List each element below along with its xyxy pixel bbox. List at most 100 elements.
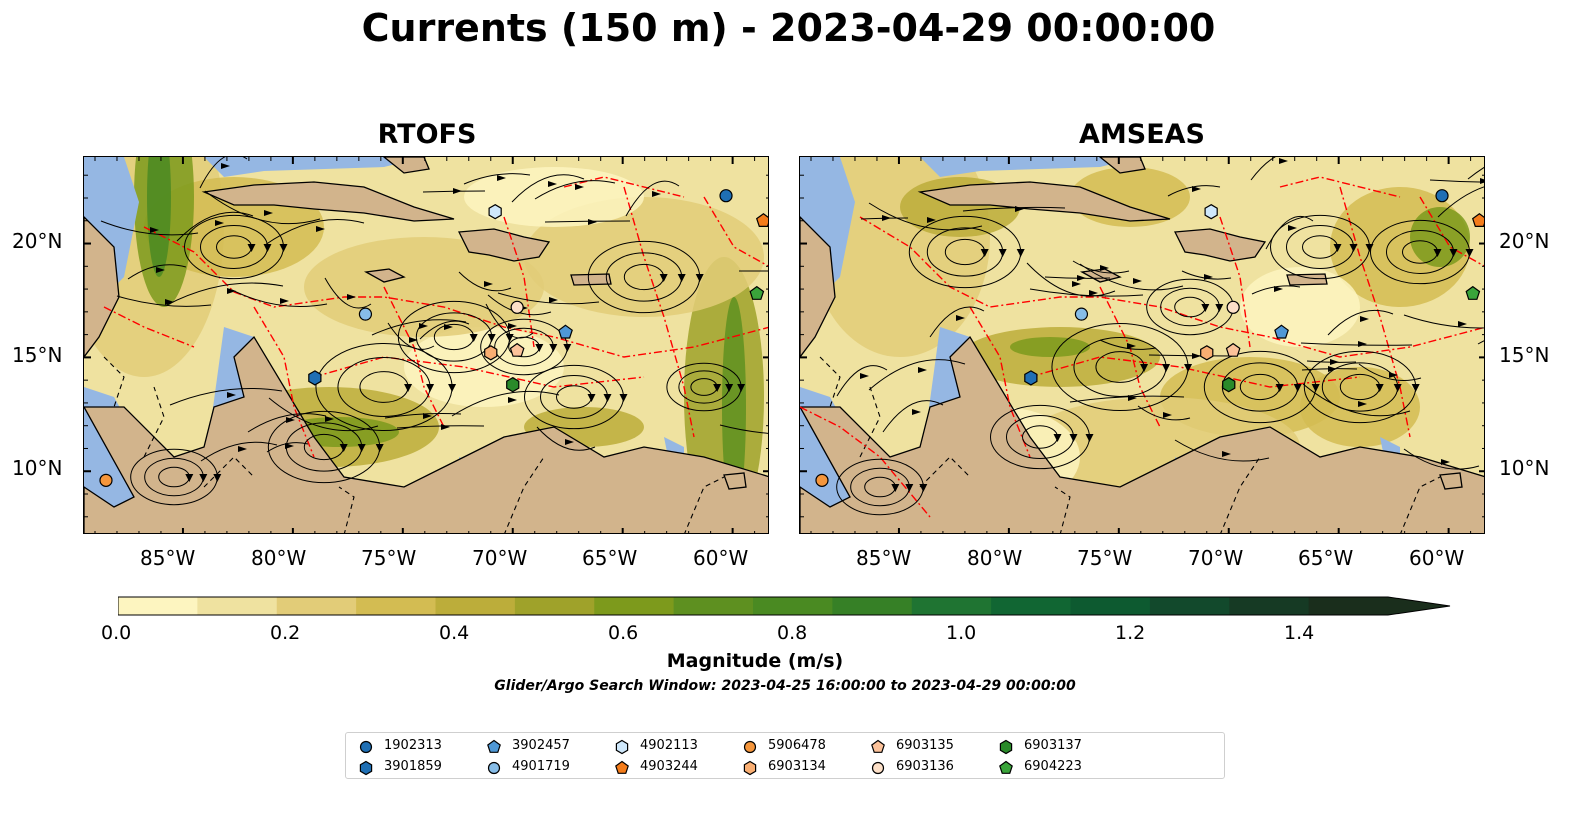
streamline [1300, 342, 1413, 346]
flow-arrow [1458, 321, 1467, 327]
flow-arrow [487, 334, 496, 342]
magnitude-shading [147, 157, 171, 277]
flow-arrow [998, 249, 1007, 257]
eez-boundary [1419, 196, 1484, 267]
flow-arrow [1192, 353, 1201, 359]
streamline [1302, 383, 1411, 417]
flow-arrow [285, 443, 294, 449]
flow-arrow [264, 210, 273, 216]
colorbar-segment [197, 597, 278, 615]
circle-marker-icon [359, 740, 373, 754]
land-mass [84, 335, 768, 533]
legend-label: 3901859 [384, 759, 442, 774]
lon-tick-label: 65°W [1298, 546, 1354, 570]
streamline [463, 173, 531, 185]
streamline [1358, 363, 1422, 381]
streamline [100, 220, 199, 236]
colorbar-segment [276, 597, 357, 615]
legend-label: 6904223 [1024, 759, 1082, 774]
hexagon-marker-icon [743, 760, 757, 776]
magnitude-shading [464, 167, 644, 227]
flow-arrow [927, 217, 936, 223]
streamline [200, 441, 278, 462]
map-panel-amseas[interactable] [799, 156, 1485, 534]
legend-label: 4901719 [512, 759, 570, 774]
magnitude-shading [524, 197, 764, 317]
flow-arrow [497, 175, 506, 181]
streamline [451, 390, 560, 417]
flow-arrow [1389, 372, 1398, 378]
streamline [1137, 405, 1191, 421]
streamline [868, 359, 966, 391]
land-mass [800, 335, 1484, 533]
flow-arrow [238, 446, 247, 452]
float-marker-5906478 [815, 473, 829, 487]
float-marker-4901719 [358, 307, 373, 321]
streamline [1467, 166, 1484, 180]
flow-arrow [1222, 451, 1231, 457]
flow-arrow [1358, 401, 1367, 407]
flow-arrow [339, 444, 348, 452]
legend-label: 6903135 [896, 738, 954, 753]
search-window-note: Glider/Argo Search Window: 2023-04-25 16… [494, 678, 1076, 694]
float-marker-4901719 [1074, 307, 1089, 321]
colorbar-segment [1308, 597, 1389, 615]
pentagon-marker-icon [487, 739, 501, 753]
flow-arrow [227, 392, 236, 398]
streamline [1403, 448, 1480, 470]
eez-boundary [1099, 286, 1161, 428]
streamline [1069, 395, 1185, 403]
flow-arrow [587, 394, 596, 402]
streamline [419, 320, 470, 340]
lon-tick-label: 70°W [472, 546, 528, 570]
streamline [387, 322, 435, 350]
circle-marker-icon [871, 761, 885, 775]
streamline [511, 174, 585, 203]
colorbar [118, 596, 1451, 616]
legend-label: 6903136 [896, 759, 954, 774]
flow-arrow [1349, 244, 1358, 252]
hexagon-marker-icon [999, 739, 1013, 755]
flow-arrow [508, 323, 517, 329]
flow-arrow [247, 244, 256, 252]
streamline [1072, 260, 1130, 274]
flow-arrow [1480, 178, 1484, 184]
flow-arrow [1375, 384, 1384, 392]
streamline [1437, 186, 1484, 218]
float-marker-6904223 [1465, 285, 1481, 300]
streamline [929, 306, 985, 338]
streamline [396, 425, 485, 429]
colorbar-segment [514, 597, 595, 615]
magnitude-shading [722, 297, 746, 517]
magnitude-shading [1410, 207, 1470, 267]
streamline [1029, 288, 1144, 297]
flow-arrow [1411, 384, 1420, 392]
flow-arrow [1358, 341, 1367, 347]
flow-arrow [426, 384, 435, 392]
map-panel-rtofs[interactable] [83, 156, 769, 534]
colorbar-tick-label: 0.0 [101, 622, 132, 644]
streamline [127, 264, 187, 280]
circle-marker-icon [487, 761, 501, 775]
flow-arrow [918, 367, 927, 373]
flow-arrow [1288, 225, 1297, 231]
hexagon-marker-icon [999, 739, 1013, 755]
float-marker-6903137 [1222, 377, 1236, 393]
flow-arrow [165, 299, 174, 305]
country-border [1220, 456, 1261, 533]
panel-title-amseas: AMSEAS [1079, 119, 1205, 150]
country-border [819, 356, 841, 408]
streamline [868, 202, 983, 231]
country-border [684, 476, 725, 533]
flow-arrow [199, 474, 208, 482]
country-border [1400, 476, 1441, 533]
eez-boundary [563, 176, 685, 198]
flow-arrow [448, 384, 457, 392]
streamline [719, 424, 768, 434]
eez-boundary [103, 306, 195, 348]
eez-boundary [1219, 216, 1251, 348]
lon-tick-label: 60°W [693, 546, 749, 570]
country-border [143, 386, 165, 458]
country-border [504, 456, 545, 533]
flow-arrow [221, 163, 230, 169]
